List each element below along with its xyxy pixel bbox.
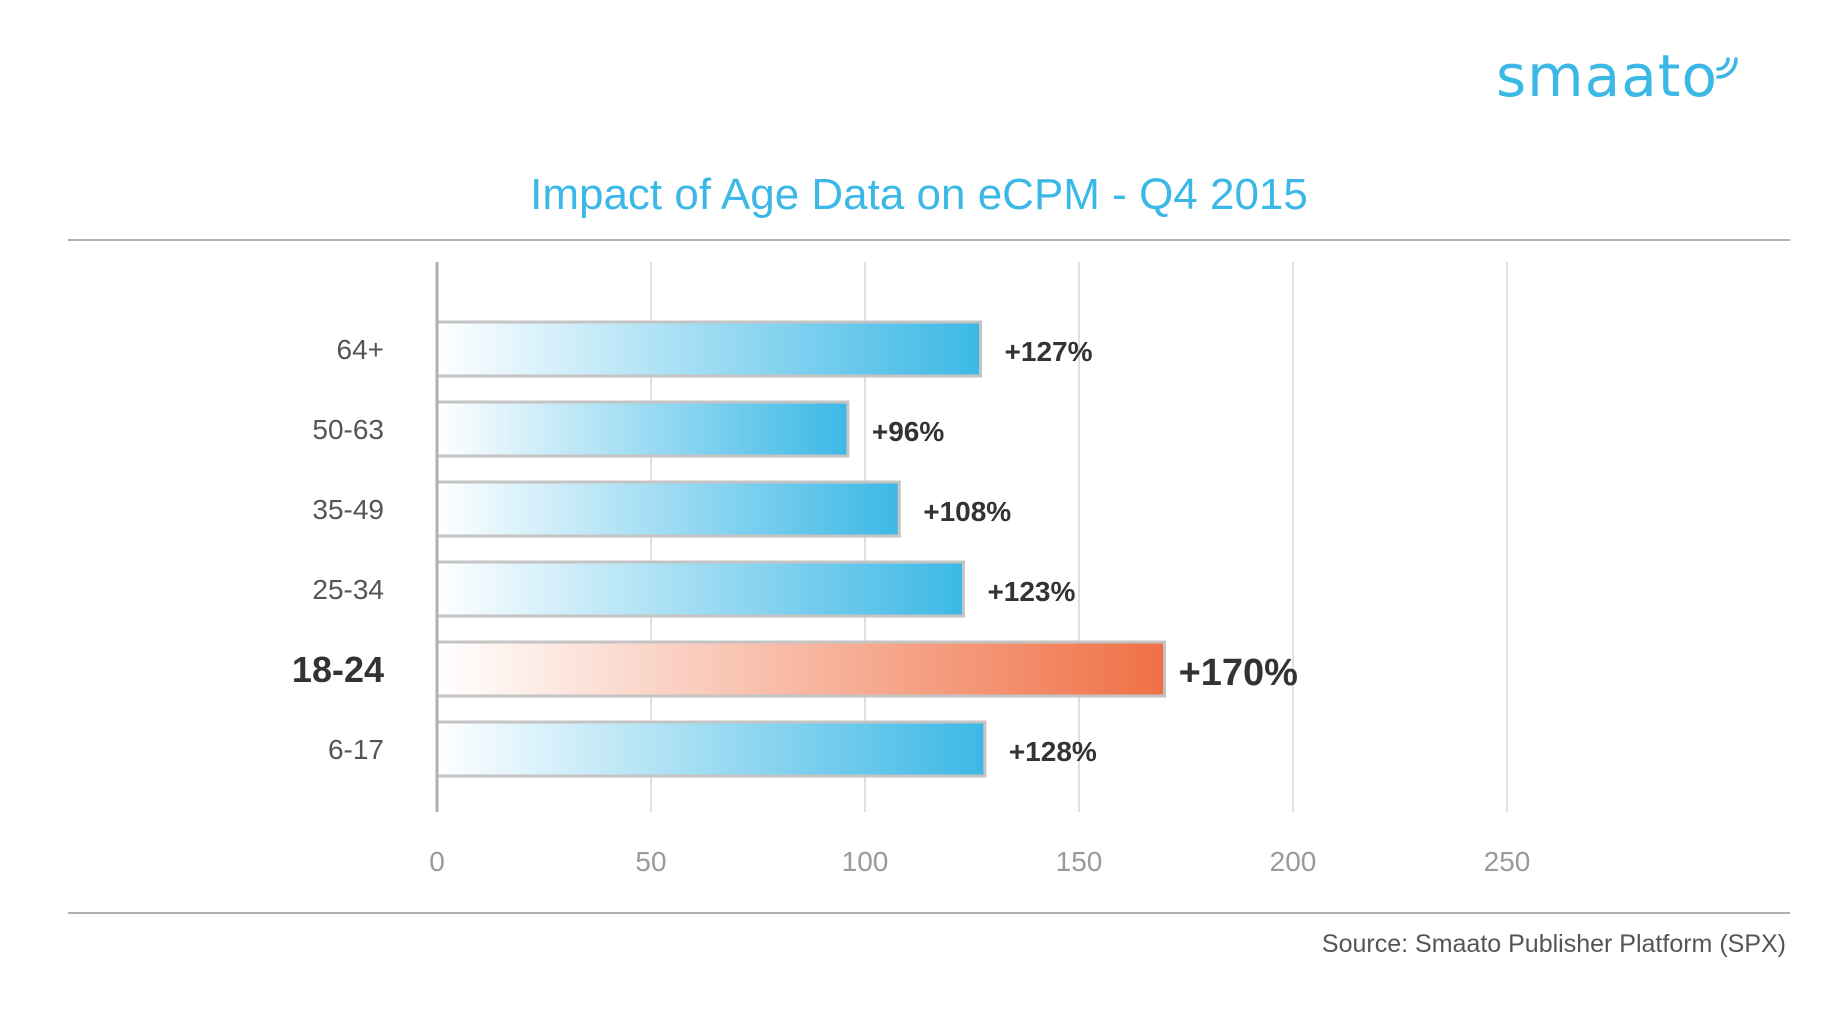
- bar: [435, 720, 987, 778]
- smaato-logo: smaato: [1496, 42, 1748, 110]
- x-tick-label: 150: [1056, 846, 1103, 877]
- data-label: +108%: [923, 496, 1011, 527]
- x-tick-label: 250: [1484, 846, 1531, 877]
- x-tick-label: 50: [635, 846, 666, 877]
- bars: [435, 320, 1167, 778]
- category-label: 25-34: [312, 574, 384, 605]
- bar: [435, 480, 901, 538]
- data-label: +128%: [1009, 736, 1097, 767]
- x-tick-label: 200: [1270, 846, 1317, 877]
- bar: [435, 320, 983, 378]
- title-divider: [68, 239, 1790, 241]
- category-label: 35-49: [312, 494, 384, 525]
- data-label: +96%: [872, 416, 944, 447]
- category-label: 64+: [337, 334, 385, 365]
- logo-wordmark: smaato: [1495, 42, 1718, 110]
- bar: [435, 400, 850, 458]
- chart-title: Impact of Age Data on eCPM - Q4 2015: [530, 170, 1308, 219]
- footer-divider: [68, 912, 1790, 914]
- bar: [435, 560, 965, 618]
- category-label: 50-63: [312, 414, 384, 445]
- x-tick-label: 100: [842, 846, 889, 877]
- bar: [435, 640, 1167, 698]
- labels: 0 50 100 150 200 250 64+ +127% 50-63 +96% 35-49 +10…: [292, 334, 1530, 877]
- data-label: +123%: [987, 576, 1075, 607]
- source-note: Source: Smaato Publisher Platform (SPX): [1321, 930, 1786, 958]
- data-label: +127%: [1005, 336, 1093, 367]
- category-label: 6-17: [328, 734, 384, 765]
- category-label: 18-24: [292, 649, 384, 690]
- x-tick-label: 0: [429, 846, 445, 877]
- signal-waves-icon: [1716, 57, 1738, 79]
- data-label: +170%: [1179, 652, 1298, 694]
